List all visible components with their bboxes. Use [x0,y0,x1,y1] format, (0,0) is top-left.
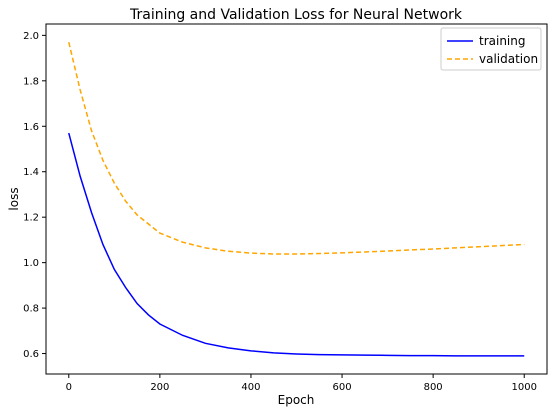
y-tick-label: 2.0 [23,31,39,42]
x-tick-label: 1000 [512,382,537,393]
y-tick-label: 0.6 [23,349,39,360]
series-line-validation [68,42,525,255]
y-tick-label: 1.8 [23,76,39,87]
legend-label-training: training [479,34,526,48]
y-tick-label: 1.2 [23,213,39,224]
legend-label-validation: validation [479,52,538,66]
series-line-training [68,132,525,357]
y-tick-label: 1.4 [23,167,39,178]
x-tick-label: 600 [332,382,351,393]
y-tick-label: 1.6 [23,122,39,133]
y-axis-ticks: 0.6 0.8 1.0 1.2 1.4 1.6 1.8 2.0 [23,31,46,360]
x-tick-label: 800 [424,382,443,393]
y-tick-label: 1.0 [23,258,39,269]
y-tick-label: 0.8 [23,304,39,315]
x-tick-label: 0 [66,382,72,393]
y-axis-title: loss [7,187,21,210]
chart-title: Training and Validation Loss for Neural … [129,7,463,23]
x-tick-label: 400 [241,382,260,393]
x-axis-title: Epoch [278,393,315,407]
series-lines [68,42,525,357]
plot-area [45,23,548,375]
x-tick-label: 200 [150,382,169,393]
x-axis-ticks: 0 200 400 600 800 1000 [66,374,537,393]
legend: training validation [440,27,542,71]
